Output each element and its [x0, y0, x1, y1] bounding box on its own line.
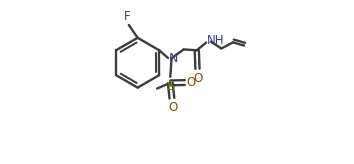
- Text: S: S: [166, 80, 175, 93]
- Text: N: N: [169, 52, 178, 65]
- Text: F: F: [124, 10, 131, 23]
- Text: NH: NH: [207, 34, 224, 47]
- Text: O: O: [186, 76, 196, 89]
- Text: O: O: [169, 101, 178, 114]
- Text: O: O: [193, 72, 202, 85]
